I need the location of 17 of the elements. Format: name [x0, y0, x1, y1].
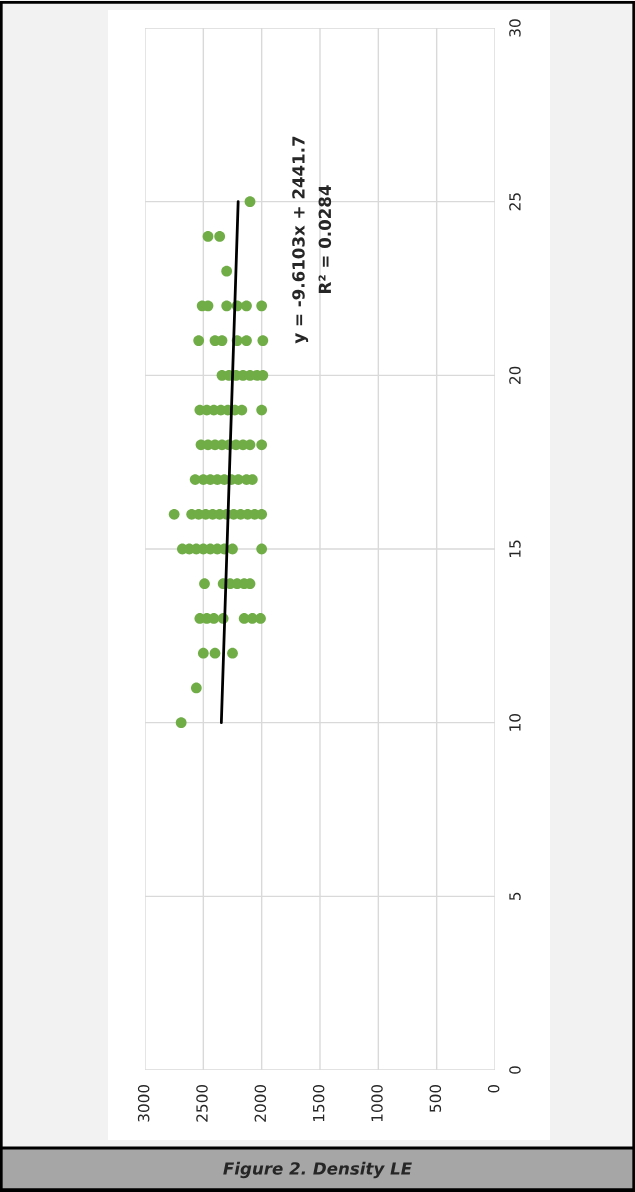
y-tick-label: 15 — [509, 540, 521, 558]
y-tick-label: 5 — [509, 892, 521, 901]
x-tick-label: 500 — [429, 1084, 442, 1112]
x-tick-label: 2500 — [196, 1084, 208, 1122]
y-tick-label: 10 — [509, 713, 521, 731]
text: Figure 2. Density LE — [223, 1161, 412, 1179]
x-tick-label: 0 — [487, 1084, 500, 1093]
y-tick-label: 0 — [509, 1066, 521, 1074]
annotation: y = -9.6103x + 2441.7 — [292, 136, 309, 344]
x-tick-label: 3000 — [137, 1084, 150, 1122]
x-tick-label: 1000 — [371, 1084, 383, 1122]
x-tick-label: 2000 — [254, 1084, 267, 1122]
y-tick-label: 30 — [509, 19, 521, 37]
annotation: R² = 0.0284 — [318, 185, 332, 293]
y-tick-label: 25 — [509, 193, 521, 211]
x-tick-label: 1500 — [312, 1084, 325, 1122]
y-tick-label: 20 — [509, 366, 521, 384]
